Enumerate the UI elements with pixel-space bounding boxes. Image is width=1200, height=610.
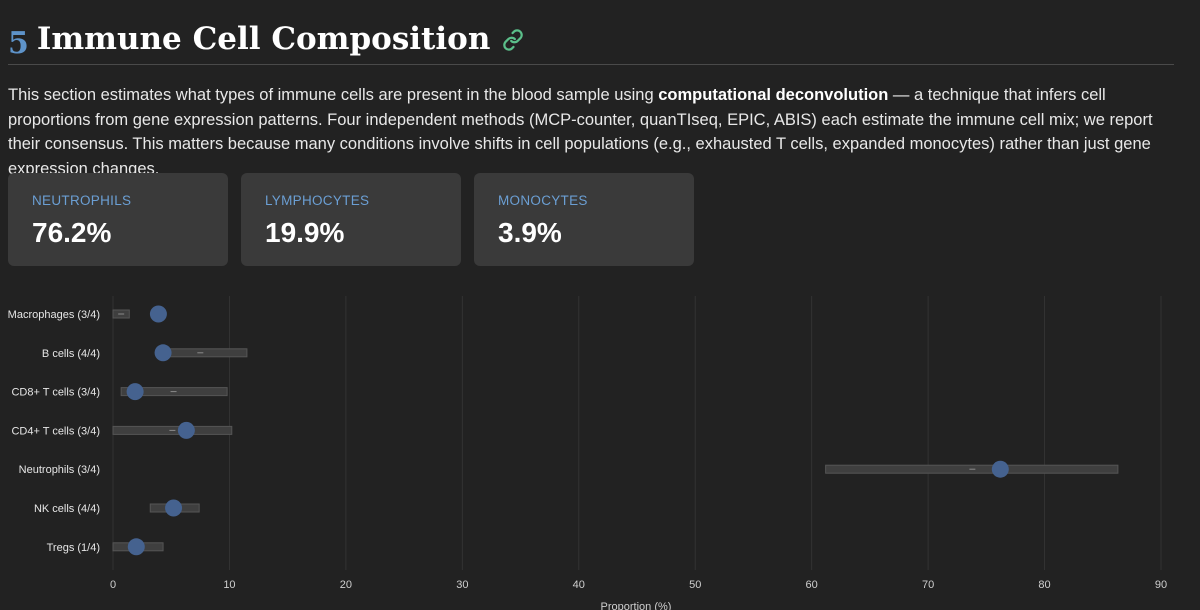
x-tick-label: 0: [110, 579, 116, 591]
section-number: 5: [8, 25, 29, 61]
x-axis-label: Proportion (%): [601, 601, 672, 610]
x-tick-label: 90: [1155, 579, 1167, 591]
consensus-point: [149, 305, 167, 323]
cell-proportion-chart: 0 10 20 30 40 50 60 70 80 90 Proportion (%) Macroph…: [8, 296, 1167, 610]
card-value: 3.9%: [498, 217, 562, 248]
card-value: 76.2%: [32, 217, 112, 248]
consensus-point: [126, 383, 144, 401]
card-value: 19.9%: [265, 217, 345, 248]
x-tick-label: 50: [689, 579, 701, 591]
section-title: Immune Cell Composition: [36, 21, 491, 57]
y-category-label: B cells (4/4): [42, 348, 100, 360]
method-range-bar: [162, 348, 248, 358]
summary-cards: NEUTROPHILS 76.2% LYMPHOCYTES 19.9% MONO…: [8, 173, 694, 266]
x-tick-label: 20: [340, 579, 352, 591]
y-category-label: CD8+ T cells (3/4): [11, 387, 100, 399]
card-lymphocytes: LYMPHOCYTES 19.9%: [241, 173, 461, 266]
card-label: LYMPHOCYTES: [265, 193, 370, 208]
link-icon[interactable]: [502, 29, 524, 51]
card-neutrophils: NEUTROPHILS 76.2%: [8, 173, 228, 266]
y-category-label: NK cells (4/4): [34, 503, 100, 515]
consensus-point: [127, 538, 145, 556]
card-label: NEUTROPHILS: [32, 193, 132, 208]
card-monocytes: MONOCYTES 3.9%: [474, 173, 694, 266]
y-category-label: Neutrophils (3/4): [19, 464, 100, 476]
x-tick-label: 80: [1038, 579, 1050, 591]
consensus-point: [177, 421, 195, 439]
y-category-label: CD4+ T cells (3/4): [11, 425, 100, 437]
intro-text-1: This section estimates what types of imm…: [8, 86, 659, 104]
card-label: MONOCYTES: [498, 193, 588, 208]
x-tick-label: 30: [456, 579, 468, 591]
section-heading: 5 Immune Cell Composition: [8, 14, 1174, 65]
x-tick-label: 70: [922, 579, 934, 591]
x-tick-label: 60: [806, 579, 818, 591]
y-category-label: Tregs (1/4): [47, 542, 100, 554]
y-category-label: Macrophages (3/4): [8, 309, 100, 321]
x-tick-label: 10: [223, 579, 235, 591]
consensus-point: [154, 344, 172, 362]
consensus-point: [991, 460, 1009, 478]
consensus-point: [165, 499, 183, 517]
intro-text-2: — a technique that infers cell proportio…: [8, 86, 1153, 178]
intro-bold-term: computational deconvolution: [658, 86, 889, 104]
x-tick-label: 40: [573, 579, 585, 591]
section-intro: This section estimates what types of imm…: [8, 83, 1178, 181]
